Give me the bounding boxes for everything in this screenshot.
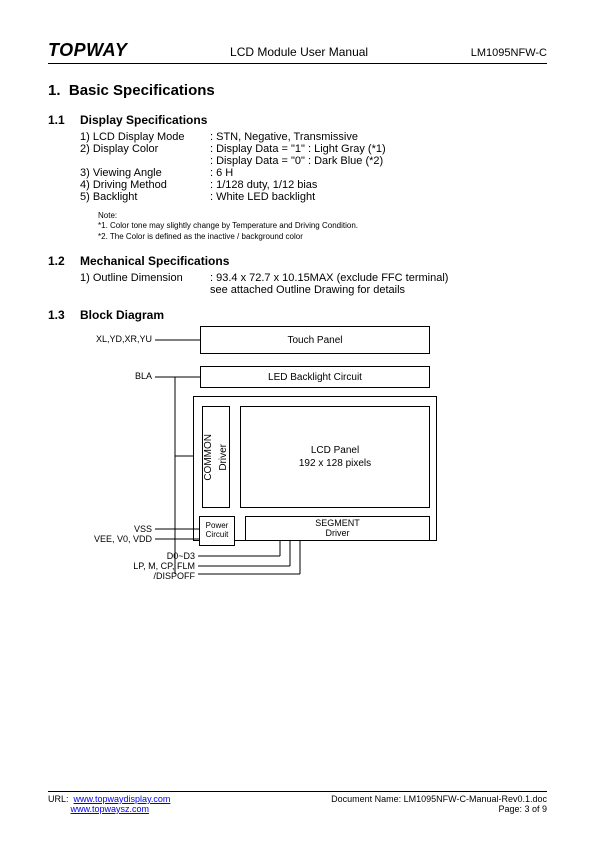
note-1: *1. Color tone may slightly change by Te… bbox=[98, 221, 547, 231]
common-driver-box: COMMON Driver bbox=[202, 406, 230, 508]
spec-label bbox=[80, 155, 210, 167]
spec-row: see attached Outline Drawing for details bbox=[80, 284, 547, 296]
spec-label: 2) Display Color bbox=[80, 143, 210, 155]
sub-title: Mechanical Specifications bbox=[80, 254, 229, 268]
sub-num: 1.3 bbox=[48, 308, 80, 322]
spec-row: 2) Display Color: Display Data = "1" : L… bbox=[80, 143, 547, 155]
subsection-1-3: 1.3 Block Diagram Touch Panel LED Backli… bbox=[48, 308, 547, 616]
subsection-1-1: 1.1 Display Specifications 1) LCD Displa… bbox=[48, 113, 547, 242]
segment-driver-box: SEGMENT Driver bbox=[245, 516, 430, 541]
spec-label: 4) Driving Method bbox=[80, 179, 210, 191]
model-code: LM1095NFW-C bbox=[471, 47, 547, 59]
section-name: Basic Specifications bbox=[69, 82, 215, 99]
spec-value: : Display Data = "0" : Dark Blue (*2) bbox=[210, 155, 547, 167]
spec-label bbox=[80, 284, 210, 296]
page-header: TOPWAY LCD Module User Manual LM1095NFW-… bbox=[48, 40, 547, 64]
spec-label: 1) LCD Display Mode bbox=[80, 131, 210, 143]
sub-num: 1.1 bbox=[48, 113, 80, 127]
spec-value: : 6 H bbox=[210, 167, 547, 179]
spec-value: : STN, Negative, Transmissive bbox=[210, 131, 547, 143]
section-number: 1. bbox=[48, 82, 61, 99]
note-2: *2. The Color is defined as the inactive… bbox=[98, 232, 547, 242]
spec-row: 1) Outline Dimension: 93.4 x 72.7 x 10.1… bbox=[80, 272, 547, 284]
spec-value: : Display Data = "1" : Light Gray (*1) bbox=[210, 143, 547, 155]
logo: TOPWAY bbox=[48, 40, 127, 61]
spec-value: : 93.4 x 72.7 x 10.15MAX (exclude FFC te… bbox=[210, 272, 547, 284]
power-circuit-box: Power Circuit bbox=[199, 516, 235, 546]
doc-name: Document Name: LM1095NFW-C-Manual-Rev0.1… bbox=[331, 794, 547, 804]
spec-row: 3) Viewing Angle: 6 H bbox=[80, 167, 547, 179]
spec-row: 5) Backlight: White LED backlight bbox=[80, 191, 547, 203]
spec-row: 1) LCD Display Mode: STN, Negative, Tran… bbox=[80, 131, 547, 143]
spec-row: 4) Driving Method: 1/128 duty, 1/12 bias bbox=[80, 179, 547, 191]
footer-right: Document Name: LM1095NFW-C-Manual-Rev0.1… bbox=[331, 794, 547, 814]
url-link-1[interactable]: www.topwaydisplay.com bbox=[74, 794, 171, 804]
spec-value: : 1/128 duty, 1/12 bias bbox=[210, 179, 547, 191]
footer-left: URL: www.topwaydisplay.com www.topwaysz.… bbox=[48, 794, 170, 814]
url-link-2[interactable]: www.topwaysz.com bbox=[71, 804, 150, 814]
lcd-panel-box: LCD Panel 192 x 128 pixels bbox=[240, 406, 430, 508]
doc-title: LCD Module User Manual bbox=[230, 45, 368, 59]
page-footer: URL: www.topwaydisplay.com www.topwaysz.… bbox=[48, 791, 547, 814]
page-number: Page: 3 of 9 bbox=[498, 804, 547, 814]
note-block: Note: *1. Color tone may slightly change… bbox=[98, 211, 547, 242]
sub-title: Block Diagram bbox=[80, 308, 164, 322]
note-title: Note: bbox=[98, 211, 547, 221]
block-diagram: Touch Panel LED Backlight Circuit COMMON… bbox=[80, 326, 480, 616]
sub-num: 1.2 bbox=[48, 254, 80, 268]
spec-row: : Display Data = "0" : Dark Blue (*2) bbox=[80, 155, 547, 167]
spec-label: 5) Backlight bbox=[80, 191, 210, 203]
url-label: URL: bbox=[48, 794, 69, 804]
spec-value: see attached Outline Drawing for details bbox=[210, 284, 547, 296]
subsection-1-2: 1.2 Mechanical Specifications 1) Outline… bbox=[48, 254, 547, 296]
spec-label: 3) Viewing Angle bbox=[80, 167, 210, 179]
spec-label: 1) Outline Dimension bbox=[80, 272, 210, 284]
spec-value: : White LED backlight bbox=[210, 191, 547, 203]
section-title: 1. Basic Specifications bbox=[48, 82, 547, 99]
sub-title: Display Specifications bbox=[80, 113, 207, 127]
